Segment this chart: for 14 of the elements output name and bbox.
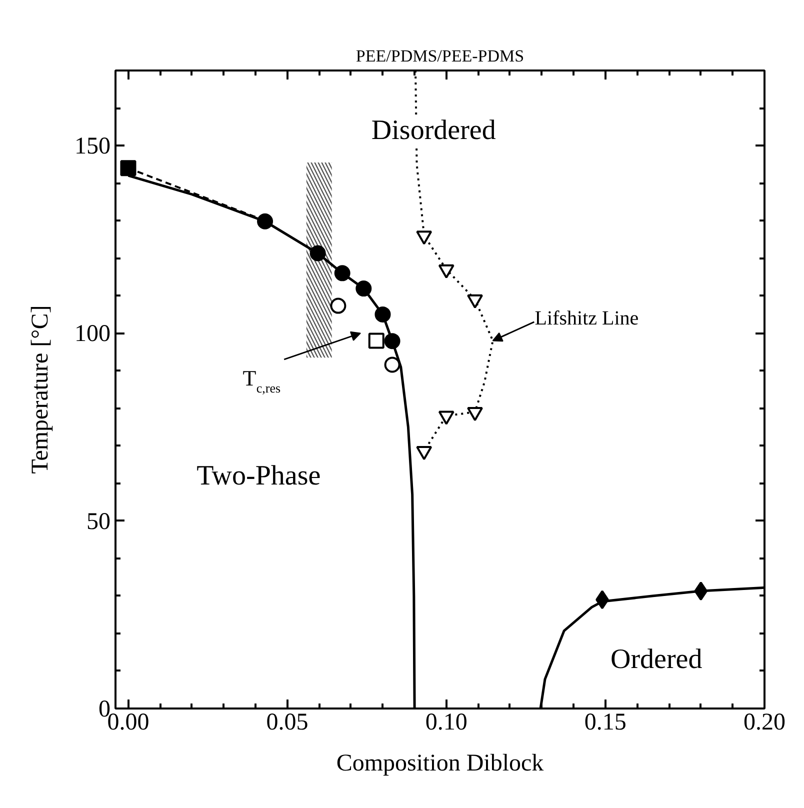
y-tick-label: 150 xyxy=(74,134,110,160)
y-tick-label: 50 xyxy=(86,508,110,535)
x-tick-label: 0.05 xyxy=(266,710,308,736)
y-tick-label: 100 xyxy=(74,321,110,348)
y-axis-title: Temperature [°C] xyxy=(28,305,54,474)
x-tick-label: 0.15 xyxy=(584,710,626,736)
annotation: Two-Phase xyxy=(196,460,321,492)
x-tick-label: 0.20 xyxy=(744,710,786,736)
chart-title: PEE/PDMS/PEE-PDMS xyxy=(356,46,524,66)
annotation: Lifshitz Line xyxy=(534,308,639,330)
annotation: Ordered xyxy=(610,644,702,676)
annotation: Disordered xyxy=(371,115,496,146)
x-axis-title: Composition Diblock xyxy=(336,750,544,776)
x-tick-label: 0.10 xyxy=(425,710,468,736)
